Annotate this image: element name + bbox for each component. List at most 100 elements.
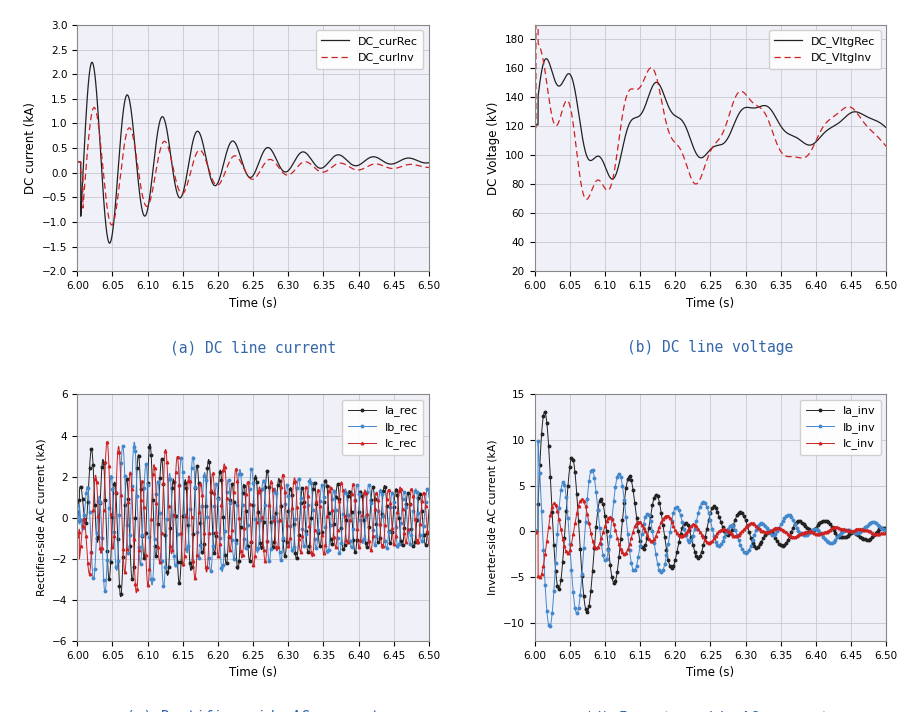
Line: Ia_inv: Ia_inv bbox=[534, 411, 887, 614]
Ib_rec bbox=[72, 501, 83, 509]
Ib_inv bbox=[544, 622, 555, 631]
Ia_rec bbox=[424, 506, 435, 514]
Ia_inv bbox=[550, 566, 561, 575]
Ib_rec bbox=[405, 539, 416, 548]
Ic_rec bbox=[93, 510, 104, 518]
Ib_inv bbox=[544, 622, 554, 631]
Ib_rec bbox=[74, 515, 85, 524]
DC_curInv bbox=[244, 174, 255, 182]
DC_curInv bbox=[405, 160, 416, 169]
Ia_rec bbox=[115, 592, 126, 601]
DC_curInv bbox=[74, 157, 85, 166]
Ia_inv bbox=[701, 526, 712, 535]
Line: Ia_rec: Ia_rec bbox=[76, 443, 430, 598]
DC_curRec bbox=[72, 157, 83, 166]
Ic_rec bbox=[244, 493, 255, 501]
Ia_rec bbox=[141, 519, 152, 528]
DC_curInv bbox=[106, 221, 117, 229]
Line: DC_VltgRec: DC_VltgRec bbox=[534, 58, 886, 179]
DC_VltgInv bbox=[863, 122, 874, 131]
Ia_rec bbox=[74, 496, 85, 505]
DC_VltgRec bbox=[531, 120, 542, 129]
Line: DC_curInv: DC_curInv bbox=[77, 108, 429, 225]
Legend: DC_curRec, DC_curInv: DC_curRec, DC_curInv bbox=[315, 31, 424, 69]
DC_VltgInv bbox=[701, 157, 712, 165]
DC_VltgRec bbox=[541, 54, 552, 63]
DC_VltgRec bbox=[550, 78, 561, 87]
Ib_rec bbox=[86, 557, 97, 566]
Ia_rec bbox=[244, 556, 255, 565]
Ia_inv bbox=[529, 527, 540, 535]
DC_VltgRec bbox=[863, 113, 874, 122]
Ia_rec bbox=[72, 508, 83, 516]
Ia_rec bbox=[93, 533, 104, 542]
DC_curRec bbox=[86, 58, 97, 67]
DC_VltgInv bbox=[598, 182, 609, 191]
Ic_inv bbox=[529, 528, 540, 536]
DC_VltgInv bbox=[881, 142, 892, 151]
Ib_inv bbox=[881, 526, 892, 535]
Ic_inv bbox=[576, 495, 587, 503]
Text: (a) DC line current: (a) DC line current bbox=[170, 340, 336, 355]
Ib_rec bbox=[99, 588, 110, 597]
X-axis label: Time (s): Time (s) bbox=[229, 297, 277, 310]
DC_curInv bbox=[89, 103, 100, 112]
Line: Ib_inv: Ib_inv bbox=[534, 440, 887, 628]
Y-axis label: Inverter-side AC current (kA): Inverter-side AC current (kA) bbox=[487, 440, 497, 595]
DC_curRec bbox=[86, 58, 97, 66]
DC_VltgRec bbox=[701, 150, 712, 158]
Ib_rec bbox=[424, 493, 435, 502]
Line: Ic_inv: Ic_inv bbox=[534, 498, 887, 579]
DC_curInv bbox=[424, 163, 435, 172]
Ia_rec bbox=[145, 439, 155, 448]
Legend: Ia_inv, Ib_inv, Ic_inv: Ia_inv, Ib_inv, Ic_inv bbox=[800, 400, 881, 455]
DC_VltgInv bbox=[581, 195, 592, 204]
DC_VltgInv bbox=[550, 122, 561, 130]
DC_VltgInv bbox=[544, 95, 554, 104]
Ic_inv bbox=[881, 529, 892, 538]
Ib_rec bbox=[244, 491, 255, 500]
Line: DC_VltgInv: DC_VltgInv bbox=[534, 0, 886, 199]
DC_curInv bbox=[86, 109, 97, 117]
X-axis label: Time (s): Time (s) bbox=[686, 666, 734, 679]
DC_curRec bbox=[244, 173, 255, 182]
Ic_inv bbox=[863, 526, 874, 535]
DC_curInv bbox=[72, 157, 83, 166]
DC_curInv bbox=[141, 202, 152, 211]
DC_curRec bbox=[105, 239, 115, 248]
Ic_rec bbox=[86, 537, 97, 545]
Ib_rec bbox=[141, 461, 152, 469]
Text: (b) DC line voltage: (b) DC line voltage bbox=[627, 340, 794, 355]
DC_VltgRec bbox=[598, 158, 609, 167]
Ic_rec bbox=[72, 531, 83, 540]
Ib_rec bbox=[93, 497, 104, 506]
DC_curRec bbox=[424, 159, 435, 167]
Ia_inv bbox=[582, 608, 593, 617]
Text: (c) Rectifier-side AC current: (c) Rectifier-side AC current bbox=[126, 710, 380, 712]
Ic_rec bbox=[405, 491, 416, 500]
Ib_inv bbox=[531, 527, 542, 535]
DC_curRec bbox=[141, 210, 152, 219]
Ic_inv bbox=[550, 501, 561, 509]
Y-axis label: Rectifier-side AC current (kA): Rectifier-side AC current (kA) bbox=[36, 439, 46, 597]
Ic_rec bbox=[102, 438, 113, 446]
Y-axis label: DC Voltage (kV): DC Voltage (kV) bbox=[486, 101, 500, 195]
Ic_rec bbox=[141, 561, 152, 570]
Ic_rec bbox=[424, 541, 435, 550]
DC_curRec bbox=[93, 112, 104, 121]
Ib_rec bbox=[129, 438, 140, 446]
Ic_inv bbox=[534, 573, 545, 582]
Legend: DC_VltgRec, DC_VltgInv: DC_VltgRec, DC_VltgInv bbox=[769, 31, 881, 69]
Ib_inv bbox=[863, 521, 874, 530]
DC_VltgRec bbox=[529, 120, 540, 129]
Ia_rec bbox=[86, 446, 97, 454]
Ia_inv bbox=[544, 450, 554, 459]
Ic_rec bbox=[131, 589, 142, 597]
Ic_inv bbox=[701, 537, 712, 545]
DC_curInv bbox=[93, 120, 104, 129]
DC_VltgRec bbox=[881, 124, 892, 132]
Ia_inv bbox=[531, 527, 542, 535]
Legend: Ia_rec, Ib_rec, Ic_rec: Ia_rec, Ib_rec, Ic_rec bbox=[343, 400, 424, 455]
Ia_inv bbox=[598, 502, 609, 511]
Ib_inv bbox=[701, 501, 712, 510]
